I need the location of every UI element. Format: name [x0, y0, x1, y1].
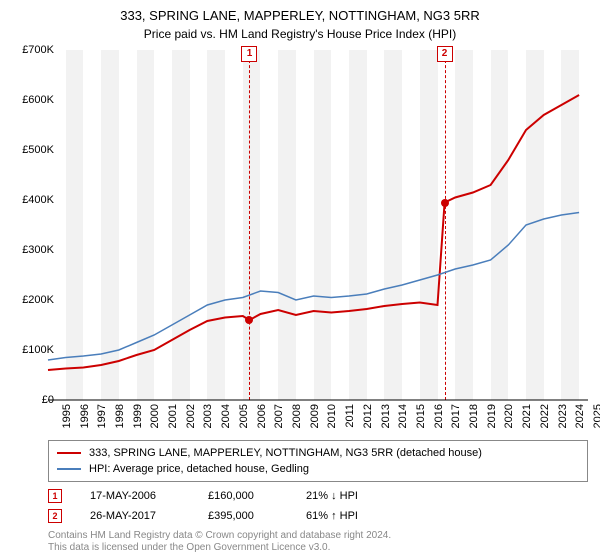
x-tick-label: 2014: [397, 404, 409, 434]
sale-row-date: 17-MAY-2006: [90, 490, 180, 502]
x-tick-label: 2000: [149, 404, 161, 434]
x-tick-label: 2006: [256, 404, 268, 434]
plot-area: 12 1995199619971998199920002001200220032…: [48, 50, 588, 400]
legend-swatch: [57, 468, 81, 470]
x-tick-label: 2001: [167, 404, 179, 434]
series-hpi: [48, 213, 579, 361]
chart-container: 333, SPRING LANE, MAPPERLEY, NOTTINGHAM,…: [0, 0, 600, 560]
legend-label: HPI: Average price, detached house, Gedl…: [89, 463, 309, 475]
x-tick-label: 1999: [132, 404, 144, 434]
line-series: [48, 50, 588, 400]
x-tick-label: 2012: [362, 404, 374, 434]
y-tick-label: £700K: [10, 44, 54, 56]
chart-subtitle: Price paid vs. HM Land Registry's House …: [0, 25, 600, 41]
x-tick-label: 2016: [433, 404, 445, 434]
legend-item: HPI: Average price, detached house, Gedl…: [57, 461, 579, 477]
sales-table: 1 17-MAY-2006 £160,000 21% ↓ HPI 2 26-MAY-201…: [48, 486, 386, 526]
attribution-footer: Contains HM Land Registry data © Crown c…: [48, 530, 391, 554]
y-tick-label: £500K: [10, 144, 54, 156]
sale-row-price: £160,000: [208, 490, 278, 502]
y-tick-label: £0: [10, 394, 54, 406]
sale-row: 1 17-MAY-2006 £160,000 21% ↓ HPI: [48, 486, 386, 506]
x-tick-label: 2010: [326, 404, 338, 434]
x-tick-label: 2022: [539, 404, 551, 434]
sale-row-date: 26-MAY-2017: [90, 510, 180, 522]
sale-row-badge: 1: [48, 489, 62, 503]
x-tick-label: 1996: [79, 404, 91, 434]
x-tick-label: 2021: [521, 404, 533, 434]
x-tick-label: 1995: [61, 404, 73, 434]
y-tick-label: £200K: [10, 294, 54, 306]
x-tick-label: 2018: [468, 404, 480, 434]
x-tick-label: 2007: [273, 404, 285, 434]
y-tick-label: £600K: [10, 94, 54, 106]
x-tick-label: 2019: [486, 404, 498, 434]
x-tick-label: 2024: [574, 404, 586, 434]
x-tick-label: 2025: [592, 404, 600, 434]
y-tick-label: £400K: [10, 194, 54, 206]
legend-item: 333, SPRING LANE, MAPPERLEY, NOTTINGHAM,…: [57, 445, 579, 461]
y-tick-label: £300K: [10, 244, 54, 256]
x-tick-label: 2002: [185, 404, 197, 434]
sale-row-price: £395,000: [208, 510, 278, 522]
footer-line-2: This data is licensed under the Open Gov…: [48, 542, 391, 554]
x-tick-label: 2015: [415, 404, 427, 434]
sale-marker-badge: 2: [437, 46, 453, 62]
y-tick-label: £100K: [10, 344, 54, 356]
legend: 333, SPRING LANE, MAPPERLEY, NOTTINGHAM,…: [48, 440, 588, 482]
sale-point-dot: [441, 199, 449, 207]
x-tick-label: 2023: [557, 404, 569, 434]
x-tick-label: 2017: [450, 404, 462, 434]
chart-title: 333, SPRING LANE, MAPPERLEY, NOTTINGHAM,…: [0, 0, 600, 25]
legend-label: 333, SPRING LANE, MAPPERLEY, NOTTINGHAM,…: [89, 447, 482, 459]
sale-row: 2 26-MAY-2017 £395,000 61% ↑ HPI: [48, 506, 386, 526]
x-tick-label: 2004: [220, 404, 232, 434]
footer-line-1: Contains HM Land Registry data © Crown c…: [48, 530, 391, 542]
x-tick-label: 2005: [238, 404, 250, 434]
sale-row-delta: 61% ↑ HPI: [306, 510, 386, 522]
x-tick-label: 1998: [114, 404, 126, 434]
series-property: [48, 95, 579, 370]
x-tick-label: 2008: [291, 404, 303, 434]
x-tick-label: 1997: [96, 404, 108, 434]
x-tick-label: 2020: [503, 404, 515, 434]
legend-swatch: [57, 452, 81, 454]
x-tick-label: 2011: [344, 404, 356, 434]
x-tick-label: 2009: [309, 404, 321, 434]
x-tick-label: 2013: [380, 404, 392, 434]
sale-point-dot: [245, 316, 253, 324]
sale-marker-badge: 1: [241, 46, 257, 62]
sale-row-badge: 2: [48, 509, 62, 523]
x-tick-label: 2003: [202, 404, 214, 434]
sale-row-delta: 21% ↓ HPI: [306, 490, 386, 502]
